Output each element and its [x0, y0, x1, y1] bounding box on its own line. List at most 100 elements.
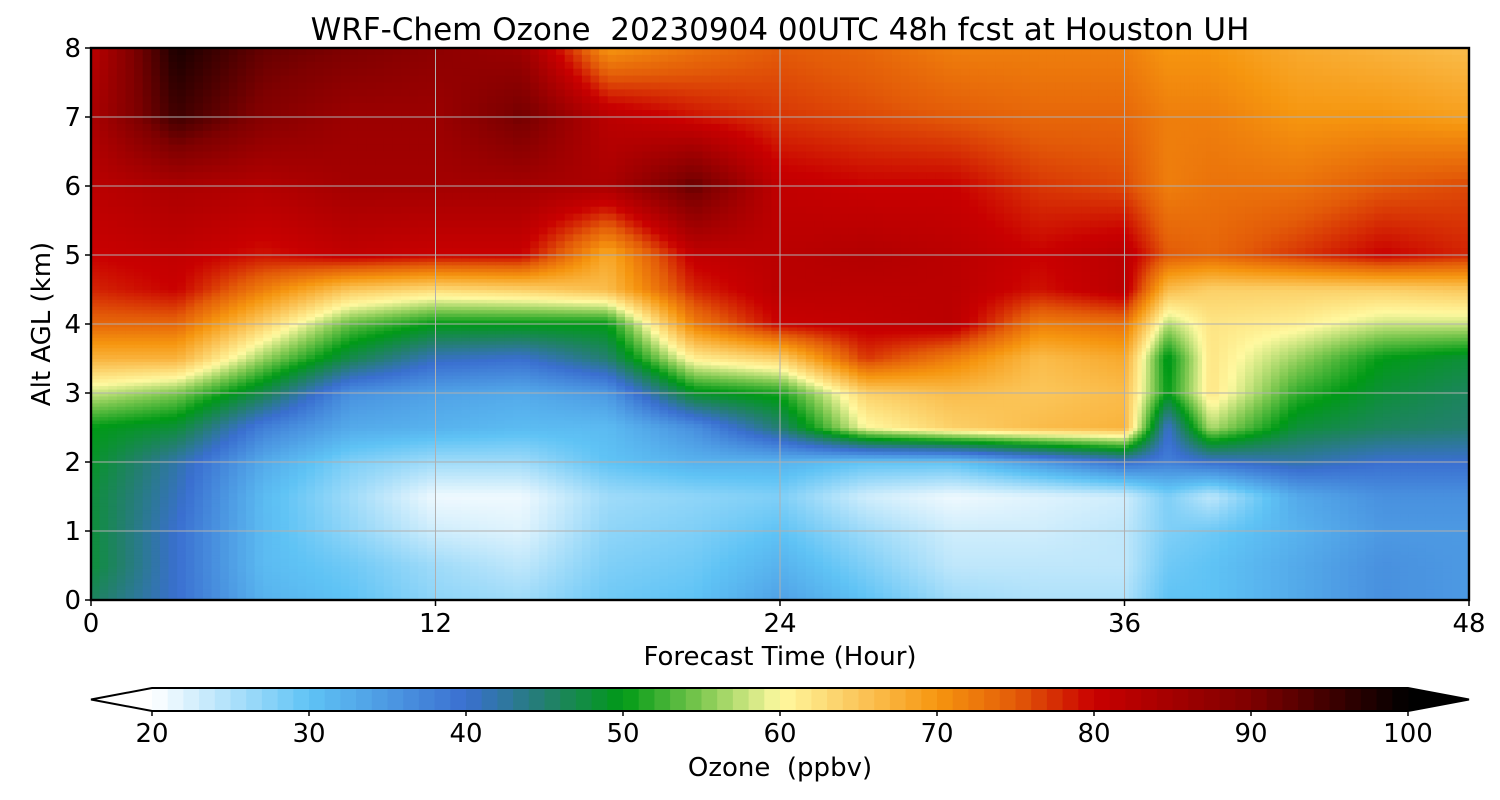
heatmap-cell: [1168, 290, 1212, 325]
colorbar-segment: [968, 688, 984, 711]
y-tick-label: 1: [64, 517, 81, 547]
colorbar-extend-high: [1408, 688, 1469, 711]
colorbar-segment: [435, 688, 451, 711]
colorbar-segment: [717, 688, 733, 711]
heatmap-cell: [263, 462, 350, 497]
y-tick-label: 0: [64, 586, 81, 616]
heatmap-cell: [1383, 566, 1470, 601]
heatmap-cell: [263, 290, 350, 325]
colorbar-segment: [388, 688, 404, 711]
colorbar-extend-low: [91, 688, 152, 711]
heatmap-cell: [177, 497, 264, 532]
heatmap-cell: [780, 497, 867, 532]
colorbar-tick-label: 60: [763, 719, 796, 749]
heatmap-cell: [694, 186, 781, 256]
heatmap-cell: [1297, 497, 1384, 532]
heatmap-cell: [694, 462, 781, 497]
heatmap-cell: [436, 497, 523, 532]
heatmap-cell: [522, 393, 609, 428]
heatmap-cell: [177, 117, 264, 187]
colorbar-tick-label: 30: [292, 719, 325, 749]
colorbar-segment: [1188, 688, 1204, 711]
x-tick-label: 48: [1452, 609, 1485, 639]
heatmap-cell: [1168, 393, 1212, 428]
heatmap-cell: [349, 117, 436, 187]
colorbar-segment: [199, 688, 215, 711]
heatmap-cell: [177, 531, 264, 566]
heatmap-cell: [263, 324, 350, 359]
heatmap-cell: [1211, 531, 1298, 566]
heatmap-cell: [177, 290, 264, 325]
heatmap-cell: [349, 531, 436, 566]
heatmap-cell: [780, 566, 867, 601]
heatmap-cell: [522, 324, 609, 359]
heatmap-cell: [1297, 531, 1384, 566]
colorbar-segment: [262, 688, 278, 711]
heatmap-cell: [1211, 186, 1298, 256]
colorbar-segment: [1282, 688, 1298, 711]
heatmap-cell: [952, 462, 1039, 497]
x-tick-label: 36: [1108, 609, 1141, 639]
colorbar-segment: [1157, 688, 1173, 711]
heatmap-cell: [1297, 462, 1384, 497]
heatmap-cell: [1383, 531, 1470, 566]
colorbar-segment: [1141, 688, 1157, 711]
heatmap-cell: [608, 117, 695, 187]
heatmap-cell: [608, 290, 695, 325]
heatmap-cell: [1211, 566, 1298, 601]
heatmap-cell: [177, 255, 264, 290]
heatmap-cell: [91, 428, 178, 463]
heatmap-cell: [1038, 48, 1125, 118]
x-axis-label: Forecast Time (Hour): [643, 642, 916, 672]
heatmap-cell: [1297, 48, 1384, 118]
heatmap-cell: [608, 566, 695, 601]
colorbar-segment: [466, 688, 482, 711]
heatmap-cell: [1168, 186, 1212, 256]
colorbar-segment: [1078, 688, 1094, 711]
heatmap-cell: [1211, 48, 1298, 118]
heatmap-cell: [436, 462, 523, 497]
heatmap-cell: [1211, 497, 1298, 532]
colorbar-segment: [953, 688, 969, 711]
colorbar-segment: [1220, 688, 1236, 711]
heatmap-cell: [1168, 48, 1212, 118]
colorbar-segment: [811, 688, 827, 711]
y-tick-label: 4: [64, 310, 81, 340]
heatmap-cell: [522, 359, 609, 394]
heatmap-cell: [1168, 117, 1212, 187]
heatmap-cell: [263, 255, 350, 290]
heatmap-cell: [866, 566, 953, 601]
heatmap-cell: [1125, 324, 1169, 359]
heatmap-cell: [349, 186, 436, 256]
heatmap-cell: [436, 566, 523, 601]
heatmap-cell: [780, 324, 867, 359]
heatmap-cell: [952, 255, 1039, 290]
heatmap-cell: [608, 324, 695, 359]
colorbar-segment: [733, 688, 749, 711]
heatmap-cell: [91, 462, 178, 497]
heatmap-cell: [436, 428, 523, 463]
colorbar: 20 30 40 50 60 70 80 90 100: [91, 688, 1469, 749]
heatmap-cell: [1383, 117, 1470, 187]
y-tick-label: 7: [64, 103, 81, 133]
colorbar-segment: [529, 688, 545, 711]
colorbar-segment: [921, 688, 937, 711]
heatmap-cell: [1383, 428, 1470, 463]
heatmap-cell: [1168, 566, 1212, 601]
heatmap-cell: [1038, 186, 1125, 256]
heatmap-cell: [91, 497, 178, 532]
heatmap-cell: [780, 393, 867, 428]
heatmap-cell: [436, 324, 523, 359]
heatmap-cell: [866, 186, 953, 256]
colorbar-segment: [764, 688, 780, 711]
heatmap-cell: [1038, 428, 1125, 463]
heatmap-cell: [1383, 497, 1470, 532]
heatmap-cell: [1038, 359, 1125, 394]
heatmap-cell: [436, 117, 523, 187]
heatmap-cell: [436, 186, 523, 256]
colorbar-tick-label: 80: [1077, 719, 1110, 749]
colorbar-segment: [1298, 688, 1314, 711]
colorbar-label: Ozone (ppbv): [688, 753, 872, 783]
heatmap-cell: [694, 117, 781, 187]
chart-title: WRF-Chem Ozone 20230904 00UTC 48h fcst a…: [311, 12, 1250, 48]
